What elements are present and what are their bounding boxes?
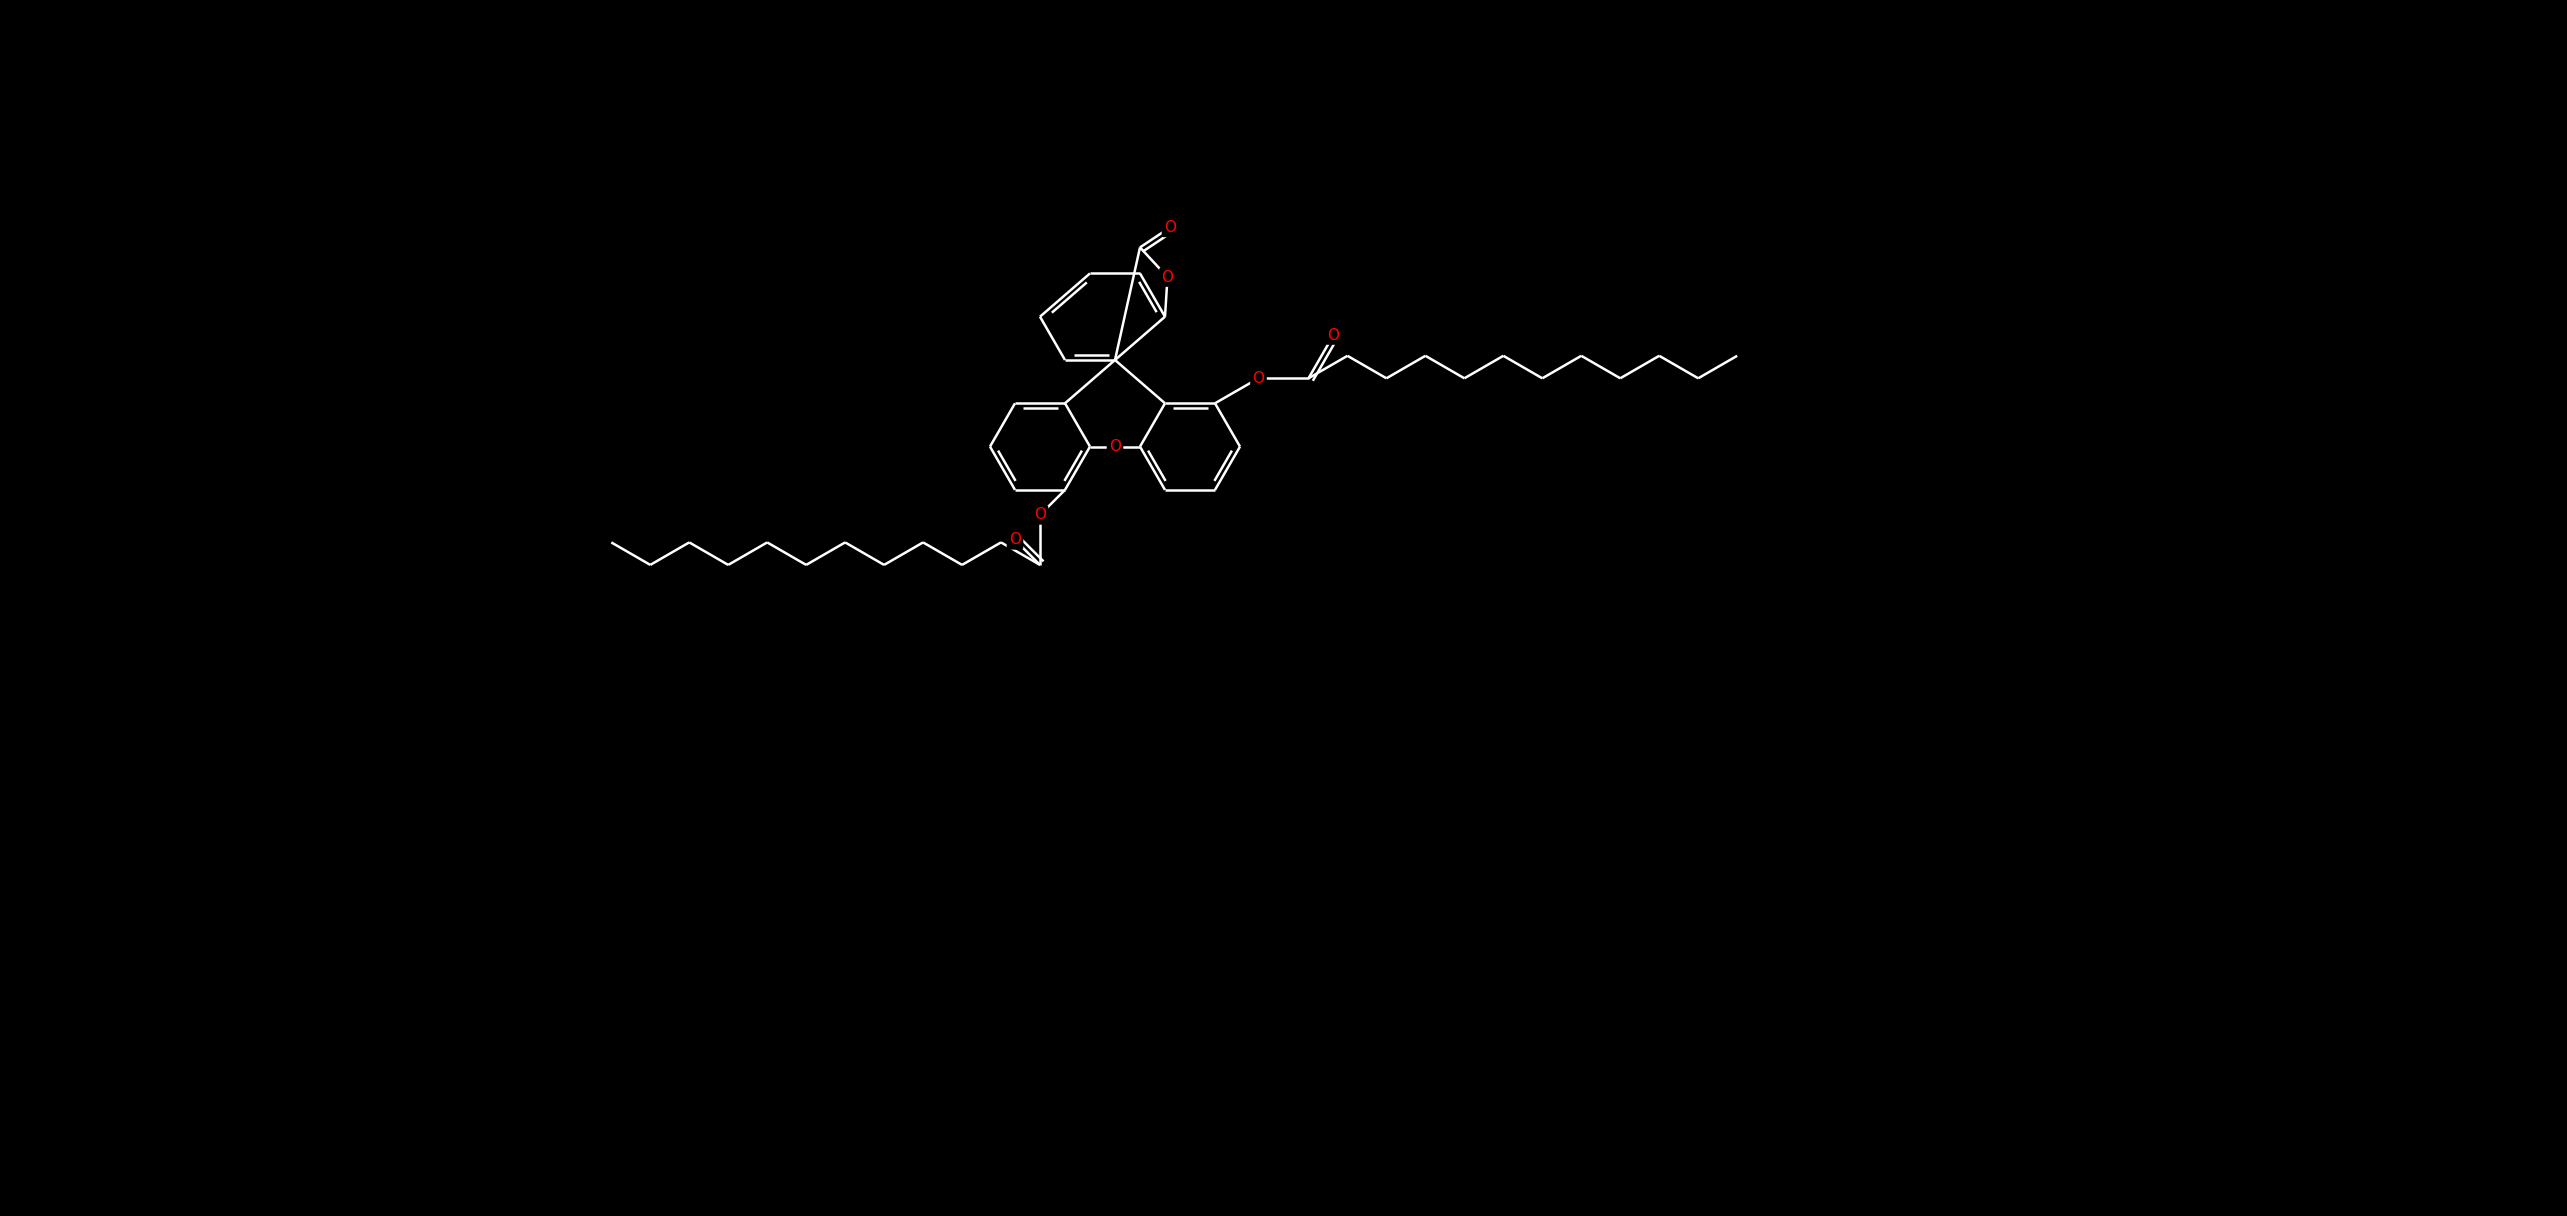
Text: O: O: [1035, 507, 1045, 523]
Text: O: O: [1160, 270, 1173, 285]
Text: O: O: [1253, 371, 1266, 385]
Text: O: O: [1327, 327, 1340, 343]
Text: O: O: [1109, 439, 1122, 454]
Text: O: O: [1009, 533, 1022, 547]
Text: O: O: [1163, 220, 1176, 235]
